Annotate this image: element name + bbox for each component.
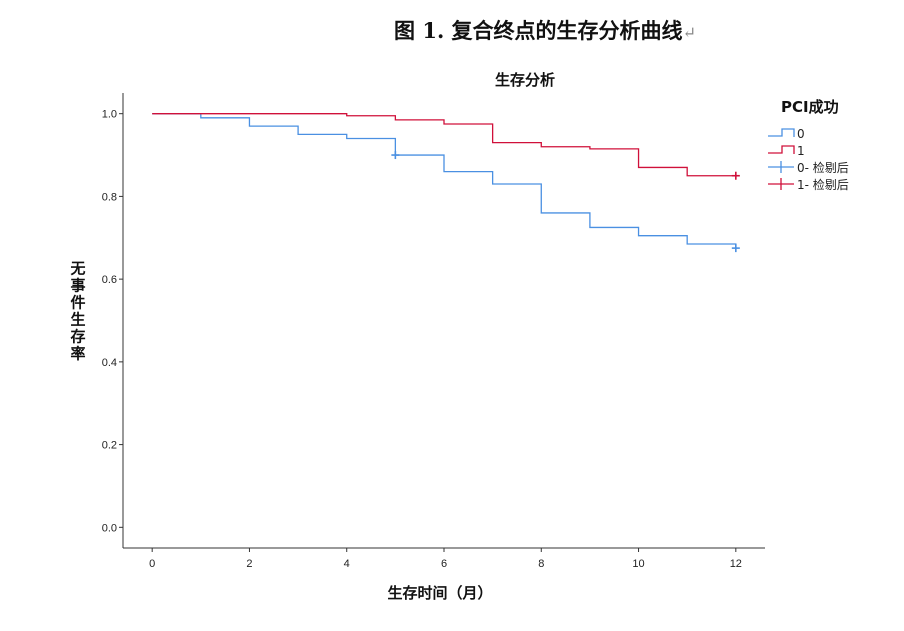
censor-mark-0 bbox=[391, 151, 400, 160]
legend-swatch bbox=[768, 145, 795, 154]
legend-entry-1: 0 bbox=[768, 127, 805, 141]
y-tick-label: 0.2 bbox=[102, 440, 117, 452]
y-axis-label: 无事件生存率 bbox=[69, 260, 85, 363]
y-tick-label: 0.4 bbox=[102, 357, 117, 369]
x-tick-label: 10 bbox=[632, 558, 644, 570]
legend-title: PCI成功 bbox=[781, 98, 839, 116]
x-tick-label: 6 bbox=[441, 558, 447, 570]
chart-title: 生存分析 bbox=[495, 71, 555, 89]
legend-label: 0 bbox=[797, 127, 805, 141]
x-tick-label: 8 bbox=[538, 558, 544, 570]
x-tick-label: 12 bbox=[730, 558, 742, 570]
return-mark-icon: ↵ bbox=[683, 23, 696, 42]
y-tick-label: 1.0 bbox=[102, 109, 117, 121]
y-axis-label-char: 件 bbox=[70, 294, 85, 312]
plot-area: 0.0 0.2 0.4 0.6 0.8 1.0 0 2 4 6 8 10 12 bbox=[102, 93, 765, 570]
legend-swatch bbox=[768, 128, 795, 137]
y-axis-label-char: 生 bbox=[70, 311, 85, 329]
censor-mark-0 bbox=[731, 244, 740, 253]
legend-label: 0- 检剔后 bbox=[797, 160, 849, 175]
legend-entry-3: 0- 检剔后 bbox=[768, 160, 849, 175]
figure-title: 图 1. 复合终点的生存分析曲线↵ bbox=[394, 18, 696, 43]
legend-entry-4: 1- 检剔后 bbox=[768, 177, 849, 192]
series-line-0 bbox=[152, 113, 737, 249]
y-axis-label-char: 事 bbox=[70, 277, 85, 295]
y-axis-label-char: 存 bbox=[70, 328, 85, 346]
y-tick-label: 0.0 bbox=[102, 522, 117, 534]
figure-title-text: 图 1. 复合终点的生存分析曲线 bbox=[394, 18, 683, 43]
legend-label: 1 bbox=[797, 144, 805, 158]
y-tick-label: 0.8 bbox=[102, 191, 117, 203]
y-tick-label: 0.6 bbox=[102, 274, 117, 286]
legend-entry-2: 1 bbox=[768, 144, 805, 158]
legend-label: 1- 检剔后 bbox=[797, 177, 849, 192]
series-line-1 bbox=[152, 113, 736, 177]
y-axis-label-char: 无 bbox=[69, 260, 85, 278]
x-tick-label: 4 bbox=[344, 558, 350, 570]
x-tick-label: 0 bbox=[149, 558, 155, 570]
censor-mark-1 bbox=[731, 171, 740, 180]
svg-text:图 1. 复合终点的生存分析曲线↵: 图 1. 复合终点的生存分析曲线↵ bbox=[394, 18, 696, 43]
x-axis-label: 生存时间（月） bbox=[387, 584, 492, 602]
x-tick-label: 2 bbox=[246, 558, 252, 570]
y-axis-label-char: 率 bbox=[70, 345, 85, 363]
legend: PCI成功 0 1 0- 检剔后 1- 检剔后 bbox=[768, 98, 849, 192]
